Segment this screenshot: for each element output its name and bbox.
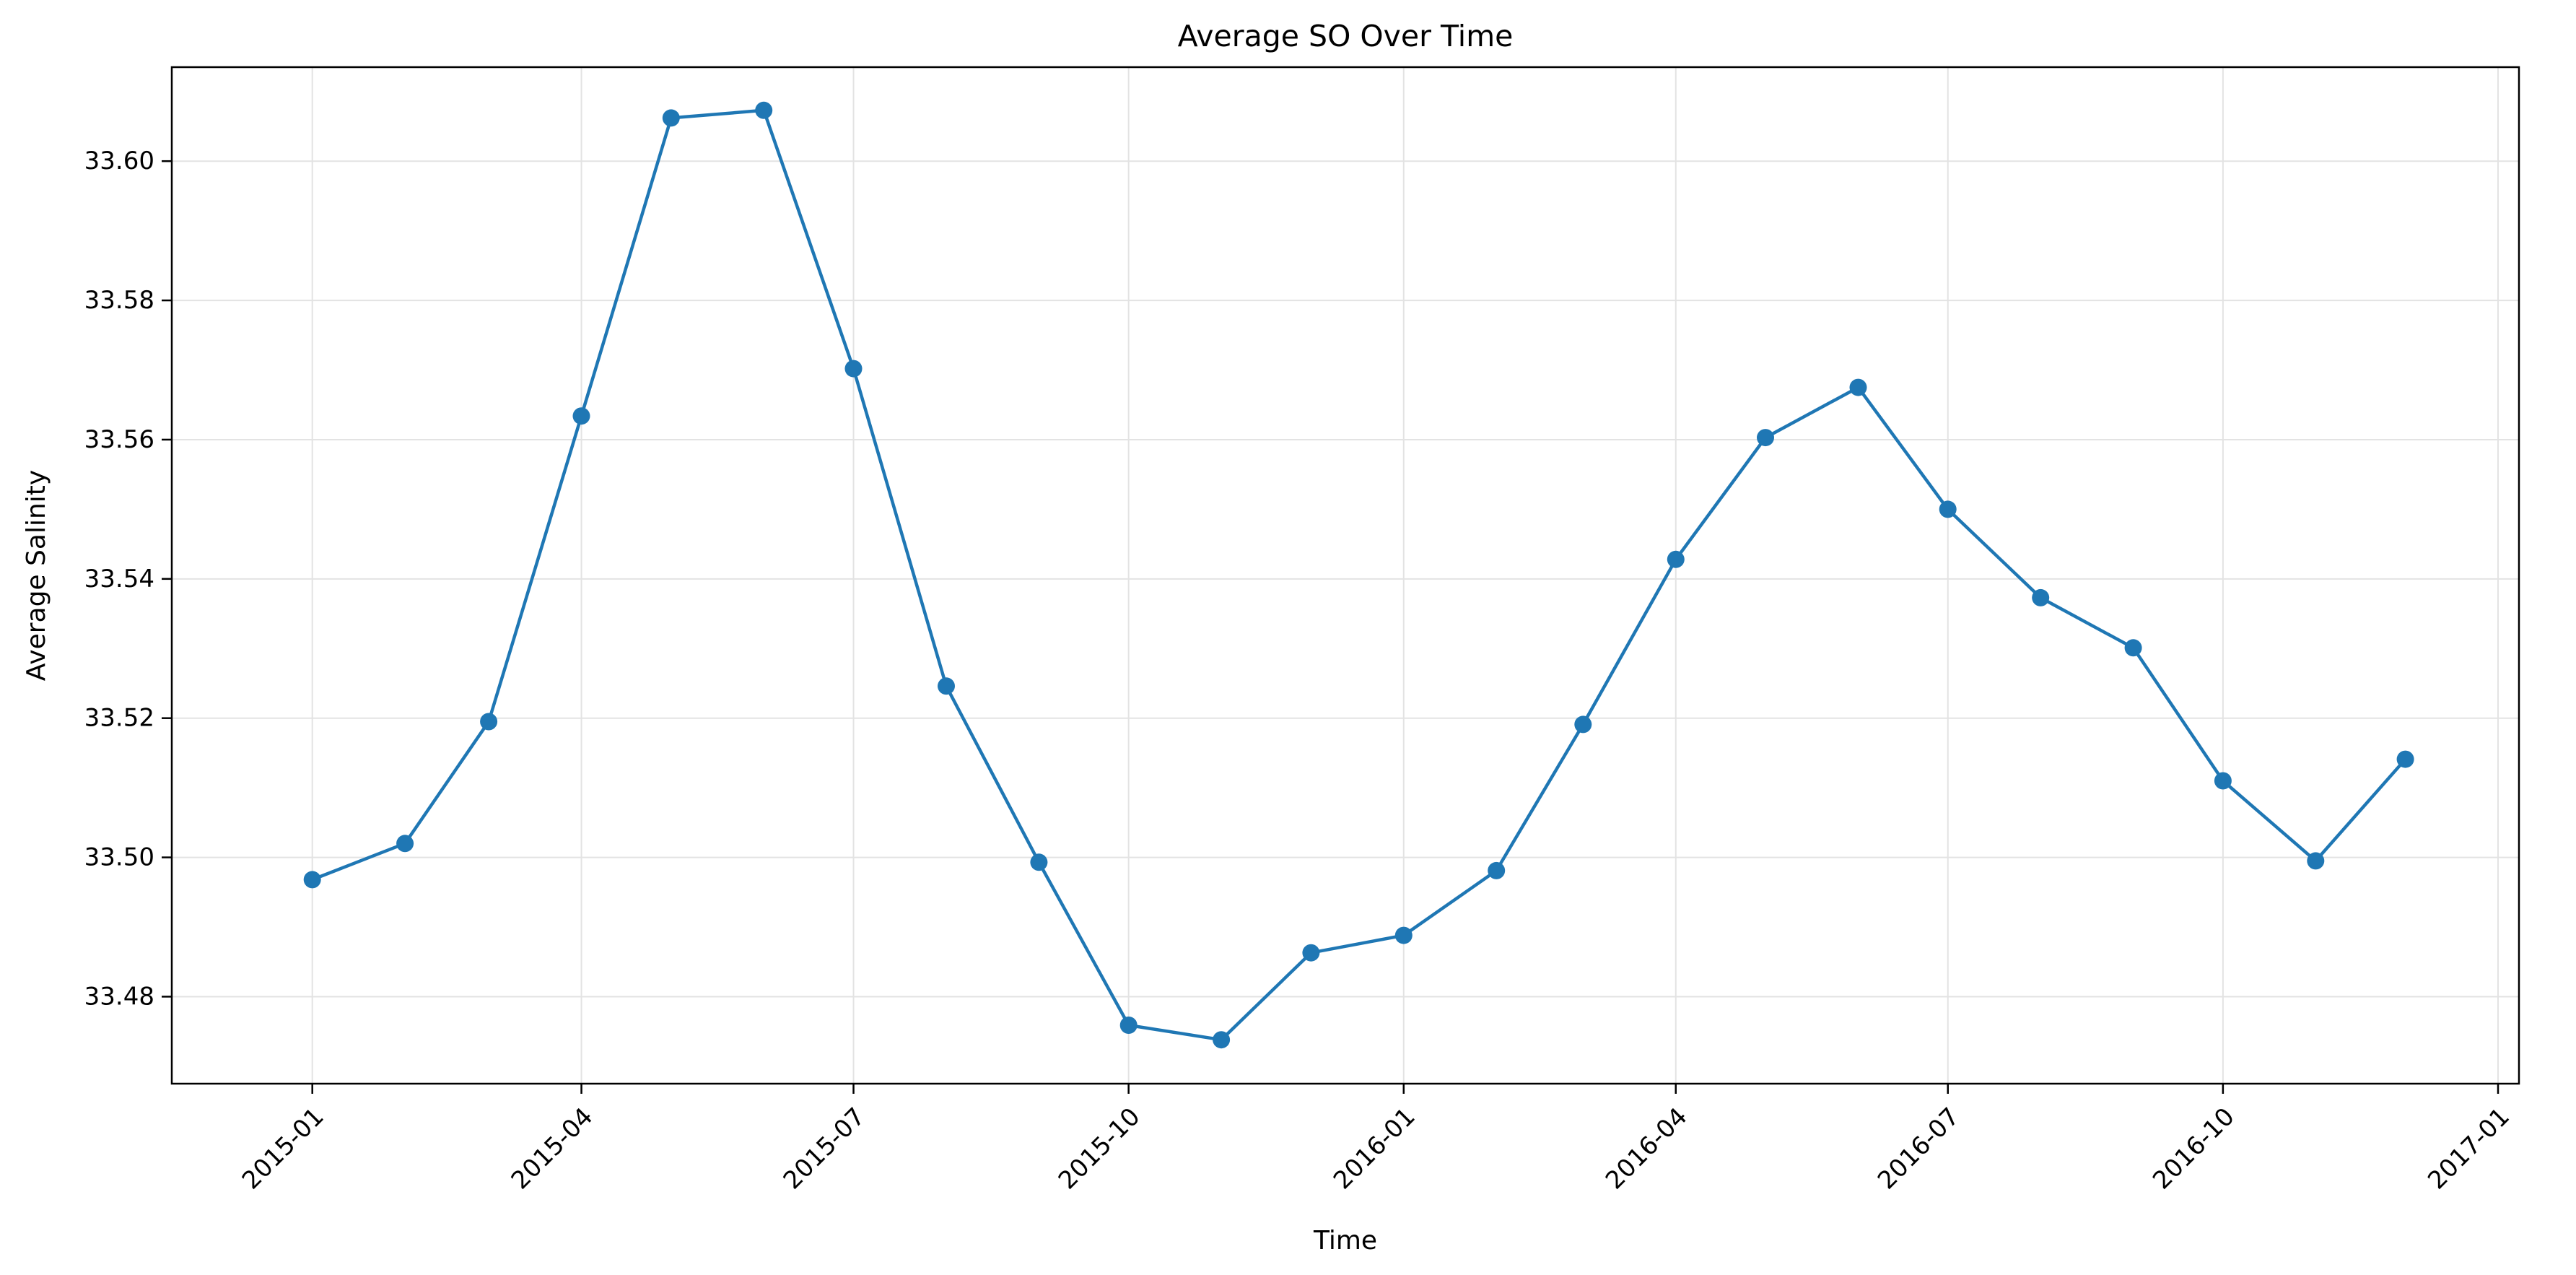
x-tick-label: 2015-04 bbox=[506, 1102, 599, 1196]
data-point bbox=[2214, 772, 2232, 790]
data-point bbox=[938, 677, 955, 695]
x-tick-label: 2016-01 bbox=[1328, 1102, 1421, 1196]
x-tick-label: 2016-10 bbox=[2147, 1102, 2240, 1196]
data-point bbox=[1030, 853, 1048, 871]
chart-title: Average SO Over Time bbox=[1178, 19, 1514, 53]
plot-frame bbox=[170, 66, 2520, 1085]
x-tick-label: 2016-07 bbox=[1872, 1102, 1965, 1196]
y-tick-label: 33.52 bbox=[84, 704, 154, 733]
data-point bbox=[2307, 852, 2325, 870]
data-point bbox=[755, 101, 773, 119]
data-point bbox=[1849, 378, 1867, 396]
data-point bbox=[1213, 1031, 1231, 1049]
data-point bbox=[844, 360, 863, 378]
y-axis-label: Average Salinity bbox=[22, 470, 51, 681]
y-tick-label: 33.60 bbox=[84, 147, 154, 175]
x-tick-label: 2015-10 bbox=[1053, 1102, 1146, 1196]
data-point bbox=[1757, 429, 1774, 447]
series-layer bbox=[303, 101, 2414, 1049]
data-point bbox=[2032, 588, 2050, 606]
data-point bbox=[1939, 500, 1957, 518]
data-point bbox=[1667, 550, 1685, 568]
x-axis-label: Time bbox=[1313, 1226, 1377, 1256]
grid bbox=[172, 67, 2519, 1084]
x-tick-label: 2017-01 bbox=[2422, 1102, 2515, 1196]
x-tick-label: 2015-01 bbox=[237, 1102, 330, 1196]
data-point bbox=[1574, 715, 1592, 734]
data-point bbox=[1302, 944, 1320, 962]
x-tick-label: 2016-04 bbox=[1600, 1102, 1693, 1196]
data-point bbox=[303, 871, 321, 889]
y-tick-label: 33.58 bbox=[84, 286, 154, 315]
series-line bbox=[311, 108, 2407, 1042]
data-point bbox=[396, 835, 414, 853]
y-tick-label: 33.48 bbox=[84, 982, 154, 1011]
data-point bbox=[662, 109, 680, 127]
y-tick-label: 33.54 bbox=[84, 565, 154, 593]
data-point bbox=[1488, 861, 1506, 879]
data-point bbox=[2124, 639, 2142, 657]
data-point bbox=[2396, 750, 2414, 768]
x-tick-label: 2015-07 bbox=[778, 1102, 871, 1196]
y-tick-label: 33.56 bbox=[84, 425, 154, 454]
data-point bbox=[572, 407, 590, 425]
y-tick-label: 33.50 bbox=[84, 843, 154, 872]
data-point bbox=[1119, 1017, 1138, 1034]
data-point bbox=[480, 713, 498, 731]
data-point bbox=[1394, 926, 1413, 944]
